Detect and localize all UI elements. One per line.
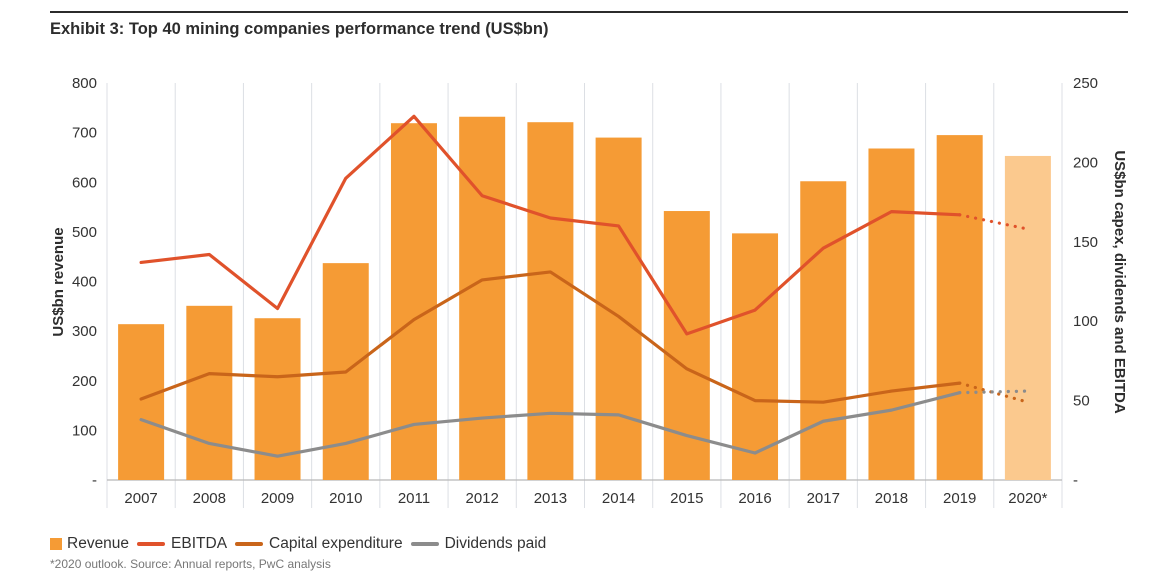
- x-tick-label: 2019: [943, 490, 976, 507]
- x-tick-label: 2014: [602, 490, 635, 507]
- y-tick-label: -: [92, 472, 97, 489]
- y-tick-label: 200: [72, 373, 97, 390]
- revenue-bar-2011: [391, 123, 437, 480]
- y2-tick-label: -: [1073, 472, 1078, 489]
- revenue-bar-2020: [1005, 156, 1051, 480]
- x-tick-label: 2011: [398, 490, 430, 507]
- revenue-bar-2014: [596, 138, 642, 480]
- y2-tick-label: 150: [1073, 234, 1098, 251]
- x-tick-label: 2015: [670, 490, 703, 507]
- x-tick-label: 2010: [329, 490, 362, 507]
- x-axis-ticks: 2007 2008 2009 2010 2011 2012 2013 2014 2015 2016…: [124, 490, 1047, 507]
- y2-tick-label: 250: [1073, 75, 1098, 92]
- legend-label: EBITDA: [171, 535, 227, 553]
- revenue-bar-2019: [937, 135, 983, 480]
- legend-item-capex: Capital expenditure: [235, 535, 403, 553]
- y-tick-label: 400: [72, 274, 97, 291]
- x-tick-label: 2013: [534, 490, 567, 507]
- legend-label: Dividends paid: [445, 535, 547, 553]
- revenue-bar-2016: [732, 233, 778, 480]
- revenue-bar-2008: [186, 306, 232, 480]
- ebitda-swatch-icon: [137, 542, 165, 546]
- y-tick-label: 500: [72, 224, 97, 241]
- x-tick-label: 2017: [807, 490, 840, 507]
- y-tick-label: 300: [72, 323, 97, 340]
- x-tick-label: 2007: [124, 490, 157, 507]
- x-tick-label: 2008: [193, 490, 226, 507]
- y-tick-label: 800: [72, 75, 97, 92]
- y-tick-label: 600: [72, 174, 97, 191]
- y2-tick-label: 50: [1073, 393, 1090, 410]
- x-tick-label: 2009: [261, 490, 294, 507]
- legend-item-ebitda: EBITDA: [137, 535, 227, 553]
- left-axis-ticks: - 100 200 300 400 500 600 700 800: [72, 75, 97, 489]
- revenue-bar-2013: [527, 122, 573, 480]
- y-tick-label: 100: [72, 422, 97, 439]
- right-axis-ticks: - 50 100 150 200 250: [1073, 75, 1098, 489]
- y2-tick-label: 200: [1073, 154, 1098, 171]
- legend-label: Revenue: [67, 535, 129, 553]
- legend-item-dividends: Dividends paid: [411, 535, 547, 553]
- right-axis-title: US$bn capex, dividends and EBITDA: [1111, 150, 1128, 414]
- dividends-swatch-icon: [411, 542, 439, 546]
- y-tick-label: 700: [72, 125, 97, 142]
- legend: Revenue EBITDA Capital expenditure Divid…: [50, 535, 554, 553]
- y2-tick-label: 100: [1073, 313, 1098, 330]
- left-axis-title: US$bn revenue: [50, 227, 67, 336]
- x-tick-label: 2018: [875, 490, 908, 507]
- revenue-bar-2012: [459, 117, 505, 480]
- revenue-bar-2007: [118, 324, 164, 480]
- x-tick-label: 2012: [465, 490, 498, 507]
- legend-label: Capital expenditure: [269, 535, 403, 553]
- revenue-bar-2017: [800, 181, 846, 480]
- capex-swatch-icon: [235, 542, 263, 546]
- revenue-swatch-icon: [50, 538, 62, 550]
- x-tick-label: 2016: [738, 490, 771, 507]
- footnote: *2020 outlook. Source: Annual reports, P…: [50, 557, 331, 571]
- legend-item-revenue: Revenue: [50, 535, 129, 553]
- revenue-bar-2018: [868, 149, 914, 480]
- x-tick-label: 2020*: [1008, 490, 1047, 507]
